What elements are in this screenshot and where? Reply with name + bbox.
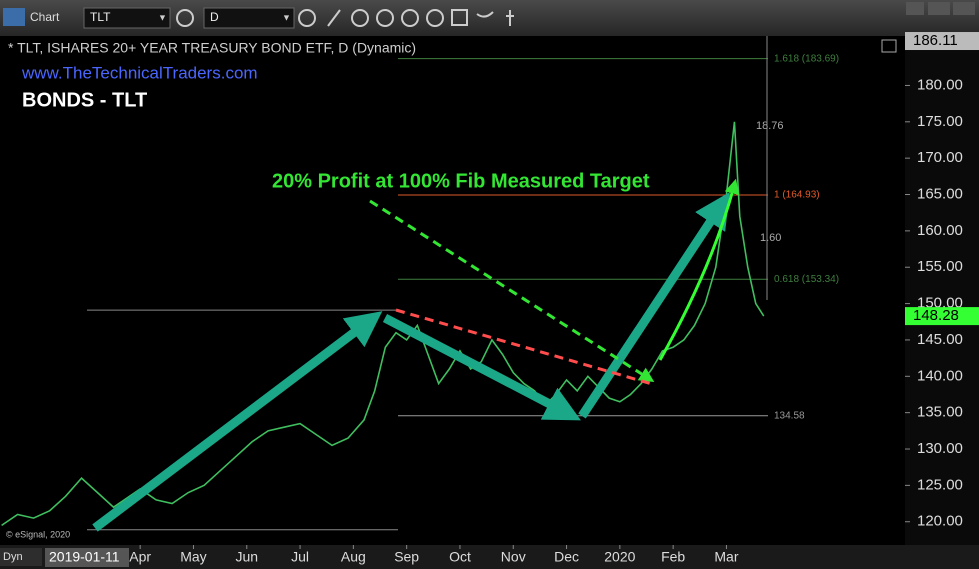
y-tick-label: 160.00 [917, 222, 963, 239]
x-tick-label: Apr [129, 549, 151, 565]
chart-title: * TLT, ISHARES 20+ YEAR TREASURY BOND ET… [8, 40, 416, 56]
fib-label: 0.618 (153.34) [774, 274, 839, 285]
y-tick-label: 120.00 [917, 513, 963, 530]
symbol-input[interactable] [83, 7, 171, 29]
mode-box[interactable] [0, 548, 42, 566]
website: www.TheTechnicalTraders.com [21, 63, 258, 82]
y-tick-label: 175.00 [917, 113, 963, 130]
y-tick-label: 145.00 [917, 331, 963, 348]
measure: 18.76 [756, 120, 784, 132]
x-tick-label: May [180, 549, 206, 565]
chart-icon [3, 8, 25, 26]
price-tag-label: 186.11 [913, 32, 958, 49]
cursor-date-box [45, 548, 129, 567]
mode: Dyn [3, 551, 23, 563]
y-tick-label: 180.00 [917, 76, 963, 93]
price-tag-label: 148.28 [913, 307, 959, 324]
plot-area [0, 36, 905, 545]
price-axis [905, 36, 979, 545]
curve-arrow [658, 178, 740, 361]
tool-icons[interactable] [327, 9, 514, 27]
dropdown: ▼ [282, 12, 291, 22]
x-tick-label: Oct [449, 549, 471, 565]
x-tick-label: 2020 [604, 549, 635, 565]
x-tick-label: Nov [501, 549, 526, 565]
settings-icon[interactable] [176, 9, 194, 27]
cursor-date: 2019-01-11 [49, 549, 120, 565]
window-label: Chart [30, 10, 60, 24]
annotation: 20% Profit at 100% Fib Measured Target [272, 170, 650, 192]
help-button[interactable] [906, 2, 924, 15]
copyright: © eSignal, 2020 [6, 529, 70, 539]
maximize-icon[interactable] [881, 39, 897, 53]
x-tick-label: Feb [661, 549, 685, 565]
close-button[interactable] [953, 2, 975, 15]
price-tag [905, 32, 979, 51]
x-tick-label: Mar [714, 549, 738, 565]
fib-label: 134.58 [774, 410, 805, 421]
y-tick-label: 170.00 [917, 149, 963, 166]
x-tick-label: Aug [341, 549, 366, 565]
y-tick-label: 130.00 [917, 440, 963, 457]
y-tick-label: 140.00 [917, 367, 963, 384]
y-tick-label: 135.00 [917, 404, 963, 421]
fib-label: 1 (164.93) [774, 190, 820, 201]
clock-icon[interactable] [298, 9, 316, 27]
minimize-button[interactable] [928, 2, 950, 15]
price-tag [905, 307, 979, 326]
trend-arrows [92, 191, 730, 532]
x-tick-label: Jun [235, 549, 258, 565]
dropdown: ▼ [158, 12, 167, 22]
y-tick-label: 155.00 [917, 258, 963, 275]
time-axis [0, 545, 979, 569]
x-tick-label: Jul [291, 549, 309, 565]
y-tick-label: 165.00 [917, 185, 963, 202]
y-tick-label: 125.00 [917, 476, 963, 493]
price-line [1, 121, 765, 527]
fib-label: 1.618 (183.69) [774, 53, 839, 64]
dashed-arrow [369, 199, 655, 383]
x-tick-label: Dec [554, 549, 579, 565]
symbol: TLT [90, 10, 111, 24]
interval-input[interactable] [203, 7, 295, 29]
heading: BONDS - TLT [22, 89, 147, 111]
measure: 1.60 [760, 232, 781, 244]
x-tick-label: Sep [394, 549, 419, 565]
interval: D [210, 10, 219, 24]
